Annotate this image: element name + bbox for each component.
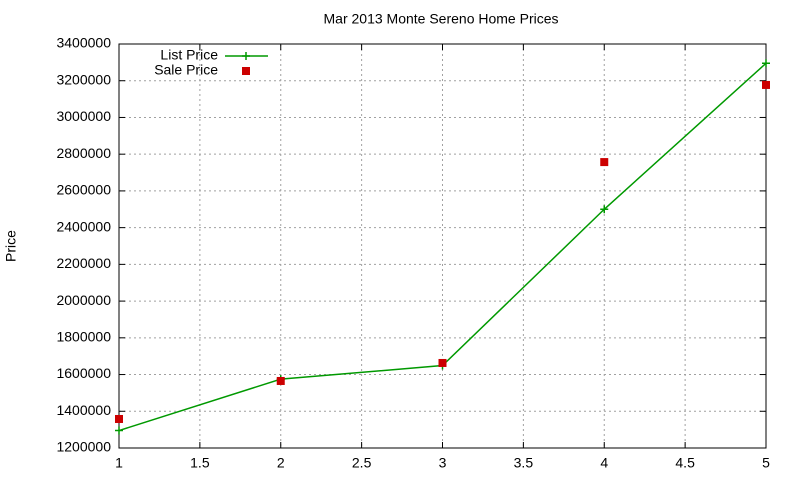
- legend-label: List Price: [160, 47, 218, 63]
- y-tick-label: 2400000: [56, 218, 111, 234]
- y-tick-label: 2000000: [56, 292, 111, 308]
- point-marker: [762, 59, 770, 68]
- point-marker: [276, 376, 285, 385]
- x-tick-label: 4: [600, 455, 608, 471]
- legend-marker: [242, 52, 250, 60]
- y-tick-label: 2800000: [56, 145, 111, 161]
- y-tick-label: 1800000: [56, 329, 111, 345]
- legend-marker: [242, 67, 250, 75]
- x-tick-label: 1: [115, 455, 123, 471]
- y-tick-label: 1600000: [56, 365, 111, 381]
- point-marker: [600, 158, 609, 167]
- y-tick-label: 2600000: [56, 182, 111, 198]
- x-tick-label: 3.5: [514, 455, 534, 471]
- x-tick-label: 4.5: [675, 455, 695, 471]
- y-tick-label: 3000000: [56, 108, 111, 124]
- chart-title: Mar 2013 Monte Sereno Home Prices: [324, 11, 559, 27]
- point-marker: [115, 414, 123, 423]
- y-tick-label: 1200000: [56, 439, 111, 455]
- y-axis-label: Price: [3, 230, 19, 262]
- point-marker: [115, 426, 123, 435]
- y-tick-label: 3400000: [56, 35, 111, 51]
- point-marker: [762, 80, 770, 89]
- y-tick-label: 1400000: [56, 402, 111, 418]
- x-tick-label: 3: [439, 455, 447, 471]
- x-tick-label: 2: [277, 455, 285, 471]
- x-tick-label: 2.5: [352, 455, 372, 471]
- x-tick-label: 5: [762, 455, 770, 471]
- y-tick-label: 2200000: [56, 255, 111, 271]
- y-tick-label: 3200000: [56, 71, 111, 87]
- legend-label: Sale Price: [154, 62, 218, 78]
- point-marker: [438, 358, 447, 367]
- x-tick-label: 1.5: [190, 455, 210, 471]
- point-marker: [600, 205, 609, 214]
